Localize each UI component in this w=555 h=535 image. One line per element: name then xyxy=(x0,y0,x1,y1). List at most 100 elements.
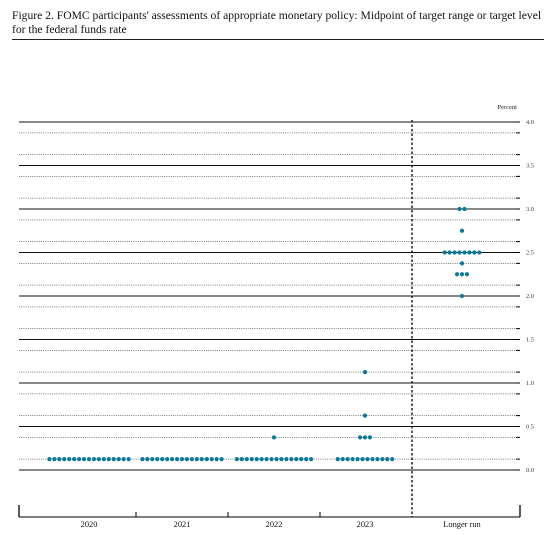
dot-77 xyxy=(462,250,467,255)
dot-56 xyxy=(360,457,365,462)
dot-50 xyxy=(271,435,277,440)
x-tick-label-1: 2021 xyxy=(174,520,191,529)
y-tick-labels: 0.0 0.5 1.0 1.5 2.0 2.5 3.0 3.5 4.0 xyxy=(526,119,534,474)
y-tick-label-6: 3.0 xyxy=(526,206,534,213)
dot-59 xyxy=(375,457,380,462)
dot-26 xyxy=(184,457,190,462)
dot-17 xyxy=(140,457,145,462)
dot-62 xyxy=(390,457,395,462)
x-tick-label-4: Longer run xyxy=(443,520,481,529)
dot-60 xyxy=(380,457,385,462)
y-tick-label-7: 3.5 xyxy=(526,163,534,170)
dot-16 xyxy=(126,457,131,462)
dot-35 xyxy=(239,457,244,462)
dot-18 xyxy=(145,457,150,462)
dot-71 xyxy=(464,272,470,277)
dot-75 xyxy=(452,250,457,255)
dot-33 xyxy=(219,457,224,462)
title-rule xyxy=(12,39,544,40)
dot-47 xyxy=(299,457,304,462)
x-tick-label-3: 2023 xyxy=(357,520,374,529)
dot-12 xyxy=(106,457,111,462)
dot-46 xyxy=(294,457,299,462)
dot-81 xyxy=(459,228,465,233)
dot-63 xyxy=(357,435,363,440)
dot-80 xyxy=(477,250,482,255)
dot-48 xyxy=(304,457,309,462)
figure-title: Figure 2. FOMC participants' assessments… xyxy=(12,9,542,36)
y-tick-label-2: 1.0 xyxy=(526,380,534,387)
dot-76 xyxy=(457,250,462,255)
y-axis-label: Percent xyxy=(498,104,518,111)
dot-32 xyxy=(214,457,219,462)
dot-20 xyxy=(155,457,160,462)
dot-21 xyxy=(160,457,165,462)
dot-37 xyxy=(249,457,254,462)
dot-25 xyxy=(179,457,185,462)
dot-52 xyxy=(340,457,345,462)
dot-11 xyxy=(101,457,106,462)
dots xyxy=(47,206,482,462)
dot-72 xyxy=(459,261,465,266)
dot-19 xyxy=(150,457,155,462)
dot-9 xyxy=(91,457,97,462)
dot-41 xyxy=(269,457,274,462)
dot-44 xyxy=(284,457,289,462)
dot-6 xyxy=(77,457,82,462)
dot-61 xyxy=(385,457,390,462)
dot-15 xyxy=(121,457,126,462)
dot-55 xyxy=(355,457,360,462)
dot-74 xyxy=(447,250,452,255)
dot-42 xyxy=(274,457,279,462)
dot-54 xyxy=(350,457,355,462)
dot-4 xyxy=(67,457,72,462)
dot-69 xyxy=(454,272,460,277)
dot-66 xyxy=(362,413,368,418)
dot-83 xyxy=(462,206,467,212)
dot-8 xyxy=(86,457,92,462)
dot-53 xyxy=(345,457,350,462)
dot-27 xyxy=(189,457,194,462)
x-tick-label-0: 2020 xyxy=(81,520,98,529)
dot-79 xyxy=(472,250,477,255)
dot-14 xyxy=(116,457,121,462)
dot-23 xyxy=(170,457,175,462)
x-tick-labels: 2020 2021 2022 2023 Longer run xyxy=(81,520,482,529)
dot-38 xyxy=(254,457,259,462)
dot-58 xyxy=(370,457,375,462)
dot-2 xyxy=(57,457,62,462)
dot-36 xyxy=(244,457,249,462)
dot-22 xyxy=(165,457,170,462)
y-tick-label-4: 2.0 xyxy=(526,293,534,300)
dot-78 xyxy=(467,250,472,255)
dot-39 xyxy=(259,457,264,462)
dot-82 xyxy=(457,206,462,212)
dot-28 xyxy=(194,457,199,462)
dot-1 xyxy=(52,457,57,462)
gridlines xyxy=(19,121,520,471)
dot-68 xyxy=(459,293,465,299)
y-tick-label-3: 1.5 xyxy=(526,337,534,344)
dot-7 xyxy=(81,457,87,462)
dot-10 xyxy=(96,457,101,462)
dot-40 xyxy=(264,457,269,462)
axes xyxy=(18,120,521,518)
dot-29 xyxy=(199,457,204,462)
dot-67 xyxy=(362,370,368,375)
x-tick-label-2: 2022 xyxy=(266,520,283,529)
dot-73 xyxy=(442,250,447,255)
dot-64 xyxy=(362,435,368,440)
dot-49 xyxy=(309,457,314,462)
dot-57 xyxy=(365,457,370,462)
dot-51 xyxy=(335,457,340,462)
dot-34 xyxy=(234,457,239,462)
y-tick-label-1: 0.5 xyxy=(526,424,534,431)
dot-65 xyxy=(367,435,373,440)
dot-70 xyxy=(459,272,465,277)
dot-0 xyxy=(47,457,52,462)
dot-3 xyxy=(62,457,67,462)
dot-5 xyxy=(72,457,77,462)
dot-13 xyxy=(111,457,116,462)
y-tick-label-5: 2.5 xyxy=(526,250,534,257)
